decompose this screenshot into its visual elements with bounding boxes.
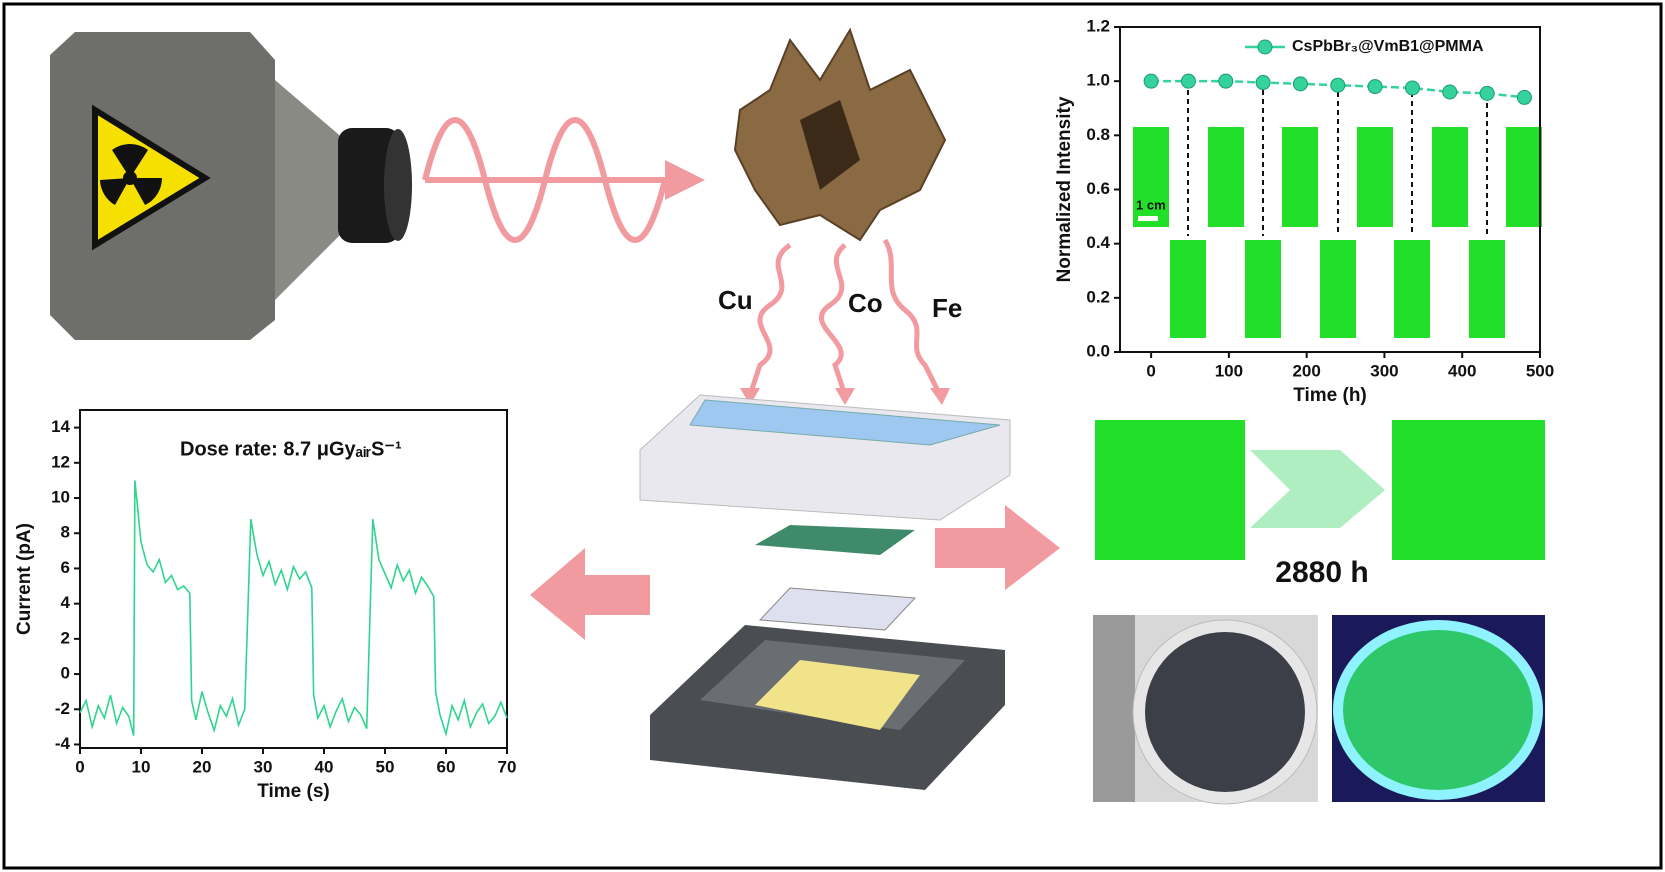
xray-wave xyxy=(422,117,680,243)
x-tick-label: 0 xyxy=(1146,361,1155,380)
element-label: Cu xyxy=(718,285,753,315)
marker xyxy=(1367,79,1383,95)
flow-arrows xyxy=(530,505,1060,640)
ruler xyxy=(1093,615,1135,802)
x-axis-label: Time (h) xyxy=(1293,385,1367,406)
scale-bar xyxy=(1138,216,1158,221)
emission-waves xyxy=(747,238,943,397)
legend-label: CsPbBr₃@VmB1@PMMA xyxy=(1292,38,1484,55)
x-tick-label: 0 xyxy=(75,757,84,776)
x-axis-label: Time (s) xyxy=(257,781,330,802)
emission-heads xyxy=(740,388,950,405)
arrow-head xyxy=(665,160,705,200)
annotation: Dose rate: 8.7 μGyₐᵢᵣS⁻¹ xyxy=(180,438,402,460)
y-tick-label: 0.8 xyxy=(1086,125,1110,144)
radiation-source xyxy=(50,32,412,340)
y-tick-label: 0.4 xyxy=(1086,233,1110,252)
crystal-shade xyxy=(800,100,860,190)
sample-after xyxy=(1392,420,1545,560)
x-tick-label: 200 xyxy=(1292,361,1320,380)
sample-arrows xyxy=(1187,90,1488,236)
y-tick-label: 0.0 xyxy=(1086,341,1110,360)
marker xyxy=(1516,89,1532,105)
sample-before xyxy=(1095,420,1245,560)
detector-device xyxy=(639,394,1011,790)
y-tick-label: -2 xyxy=(55,699,70,718)
y-tick-label: 0 xyxy=(61,664,70,683)
x-tick-label: 300 xyxy=(1370,361,1398,380)
x-tick-label: 500 xyxy=(1526,361,1554,380)
y-tick-label: -4 xyxy=(55,734,71,753)
marker xyxy=(1442,84,1458,100)
x-tick-label: 20 xyxy=(193,757,212,776)
y-tick-label: 4 xyxy=(61,593,71,612)
y-tick-label: 12 xyxy=(51,452,70,471)
x-tick-label: 50 xyxy=(376,757,395,776)
scale-label: 1 cm xyxy=(1136,197,1166,212)
y-tick-label: 6 xyxy=(61,558,70,577)
marker xyxy=(1143,73,1159,89)
plot-frame xyxy=(79,409,508,749)
y-tick-label: 2 xyxy=(61,628,70,647)
x-tick-label: 70 xyxy=(498,757,517,776)
y-tick-label: 14 xyxy=(51,417,70,436)
series-line xyxy=(79,480,508,738)
y-tick-label: 1.2 xyxy=(1086,16,1110,35)
y-tick-label: 0.2 xyxy=(1086,287,1110,306)
film-uv xyxy=(1333,620,1543,800)
x-tick-label: 40 xyxy=(315,757,334,776)
legend-marker xyxy=(1257,39,1273,55)
y-axis-label: Current (pA) xyxy=(14,523,35,635)
y-axis-label: Normalized Intensity xyxy=(1054,96,1075,282)
x-tick-label: 100 xyxy=(1215,361,1243,380)
film xyxy=(1145,632,1305,792)
x-tick-label: 10 xyxy=(132,757,151,776)
marker xyxy=(1218,73,1234,89)
marker xyxy=(1330,77,1346,93)
y-tick-label: 8 xyxy=(61,523,70,542)
y-tick-label: 1.0 xyxy=(1086,71,1110,90)
y-tick-label: 0.6 xyxy=(1086,179,1110,198)
x-tick-label: 400 xyxy=(1448,361,1476,380)
sample-images xyxy=(1133,127,1542,338)
marker xyxy=(1404,80,1420,96)
y-tick-label: 10 xyxy=(51,488,70,507)
marker xyxy=(1180,73,1196,89)
marker xyxy=(1479,85,1495,101)
x-tick-label: 30 xyxy=(254,757,273,776)
marker xyxy=(1292,76,1308,92)
x-tick-label: 60 xyxy=(437,757,456,776)
duration-label: 2880 h xyxy=(1275,556,1368,589)
chevron xyxy=(1250,450,1385,528)
marker xyxy=(1255,75,1271,91)
element-label: Fe xyxy=(932,293,962,323)
element-label: Co xyxy=(848,288,883,318)
